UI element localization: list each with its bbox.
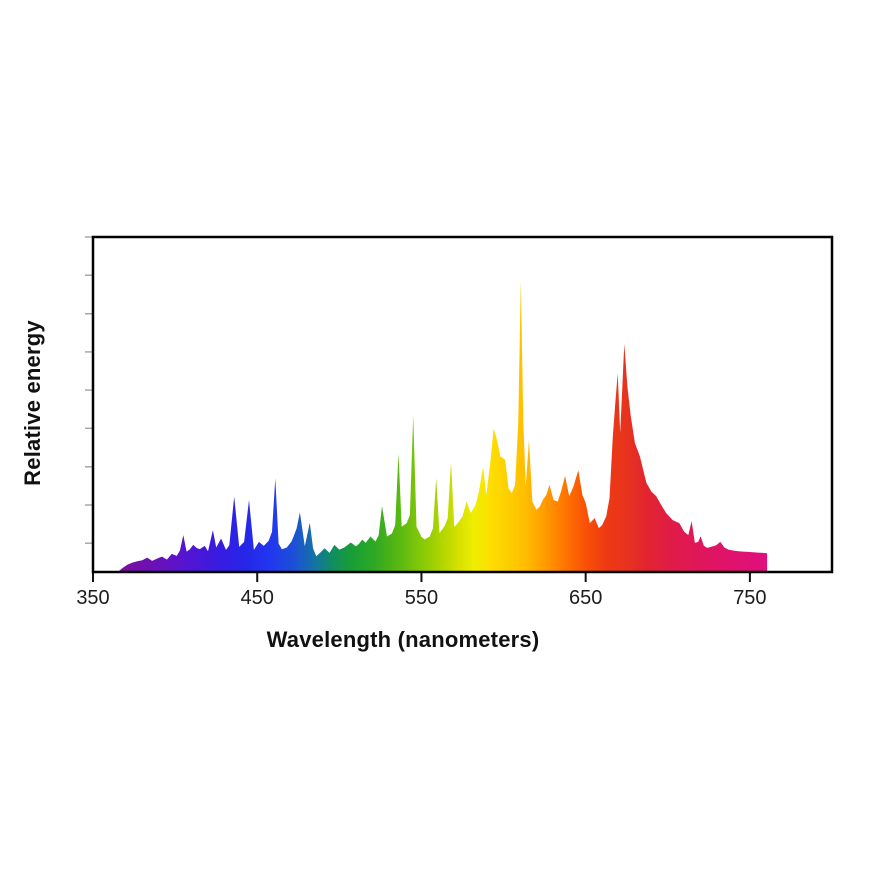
plot-frame-border <box>91 235 834 574</box>
spectrum-area-series <box>117 279 768 572</box>
x-tick-label-450: 450 <box>240 587 274 609</box>
x-tick-label-650: 650 <box>568 587 603 609</box>
x-axis-title: Wavelength (nanometers) <box>266 627 540 652</box>
x-tick-label-550: 550 <box>404 587 439 609</box>
x-tick-label-350: 350 <box>76 587 110 609</box>
x-tick-label-750: 750 <box>733 587 767 609</box>
y-axis-ticks <box>85 236 92 544</box>
y-axis-title: Relative energy <box>20 320 45 486</box>
x-axis-ticks <box>92 573 751 582</box>
